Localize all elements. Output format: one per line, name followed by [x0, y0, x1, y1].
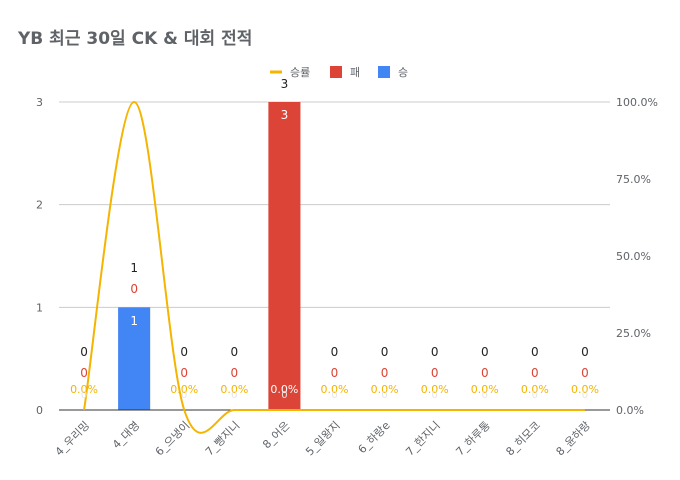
data-label-total: 0 [230, 345, 238, 359]
x-tick-label: 7_빵지니 [203, 419, 242, 458]
data-label-total: 0 [80, 345, 88, 359]
data-label-loss: 0 [331, 366, 339, 380]
data-label-win: 1 [130, 314, 138, 328]
data-label-rate: 0.0% [321, 383, 349, 396]
legend-swatch-box [330, 66, 342, 78]
data-label-rate: 0.0% [571, 383, 599, 396]
data-label-rate: 0.0% [371, 383, 399, 396]
data-label-win: 0 [231, 390, 237, 401]
data-label-rate: 0.0% [471, 383, 499, 396]
data-label-rate: 0.0% [70, 383, 98, 396]
data-label-loss: 0 [381, 366, 389, 380]
x-tick-label: 8_히모코 [503, 418, 543, 458]
data-label-total: 0 [331, 345, 339, 359]
x-tick-label: 8_윤하랑 [553, 418, 593, 458]
x-tick-label: 6_으냉이 [153, 419, 192, 458]
data-label-loss: 0 [531, 366, 539, 380]
data-label-loss: 3 [281, 108, 289, 122]
x-tick-label: 6_하랑e [355, 418, 393, 456]
data-label-win: 0 [381, 390, 387, 401]
data-label-total: 0 [381, 345, 389, 359]
data-label-rate: 0.0% [170, 383, 198, 396]
data-label-loss: 0 [431, 366, 439, 380]
data-label-win: 0 [81, 390, 87, 401]
y-right-tick-label: 100.0% [616, 96, 658, 109]
y-left-tick-label: 0 [36, 404, 43, 417]
data-label-loss: 0 [581, 366, 589, 380]
data-label-loss: 0 [481, 366, 489, 380]
y-right-tick-label: 50.0% [616, 250, 651, 263]
data-label-loss: 0 [130, 282, 138, 296]
x-tick-label: 5_일왕지 [302, 418, 342, 458]
bar-loss [268, 102, 301, 410]
y-left-tick-label: 2 [36, 199, 43, 212]
data-label-loss: 0 [80, 366, 88, 380]
data-label-win: 0 [431, 390, 437, 401]
legend-label: 패 [350, 66, 360, 79]
chart-title: YB 최근 30일 CK & 대회 전적 [18, 29, 253, 49]
data-label-total: 0 [531, 345, 539, 359]
y-right-tick-label: 75.0% [616, 173, 651, 186]
data-label-win: 0 [582, 390, 588, 401]
data-label-total: 3 [281, 77, 289, 91]
data-label-rate: 0.0% [521, 383, 549, 396]
data-label-total: 0 [431, 345, 439, 359]
data-label-loss: 0 [180, 366, 188, 380]
data-label-total: 0 [180, 345, 188, 359]
data-label-win: 0 [331, 390, 337, 401]
y-right-tick-label: 0.0% [616, 404, 644, 417]
x-tick-label: 4_우리밍 [53, 419, 92, 458]
x-tick-label: 4_대영 [110, 419, 142, 451]
y-right-tick-label: 25.0% [616, 327, 651, 340]
data-label-win: 0 [532, 390, 538, 401]
y-left-tick-label: 1 [36, 301, 43, 314]
legend-label: 승률 [290, 66, 310, 79]
data-label-loss: 0 [230, 366, 238, 380]
x-tick-label: 8_어은 [260, 419, 292, 451]
data-label-win: 0 [281, 390, 287, 401]
bar-win [118, 307, 151, 410]
y-left-tick-label: 3 [36, 96, 43, 109]
x-tick-label: 7_한지니 [403, 419, 442, 458]
x-tick-label: 7_하루통 [453, 418, 493, 458]
data-label-rate: 0.0% [270, 383, 298, 396]
data-label-win: 0 [482, 390, 488, 401]
data-label-total: 1 [130, 261, 138, 275]
data-label-win: 0 [181, 390, 187, 401]
line-winrate [83, 100, 585, 434]
legend-label: 승 [398, 66, 408, 79]
data-label-total: 0 [481, 345, 489, 359]
legend-swatch-box [378, 66, 390, 78]
data-label-rate: 0.0% [220, 383, 248, 396]
data-label-total: 0 [581, 345, 589, 359]
data-label-rate: 0.0% [421, 383, 449, 396]
